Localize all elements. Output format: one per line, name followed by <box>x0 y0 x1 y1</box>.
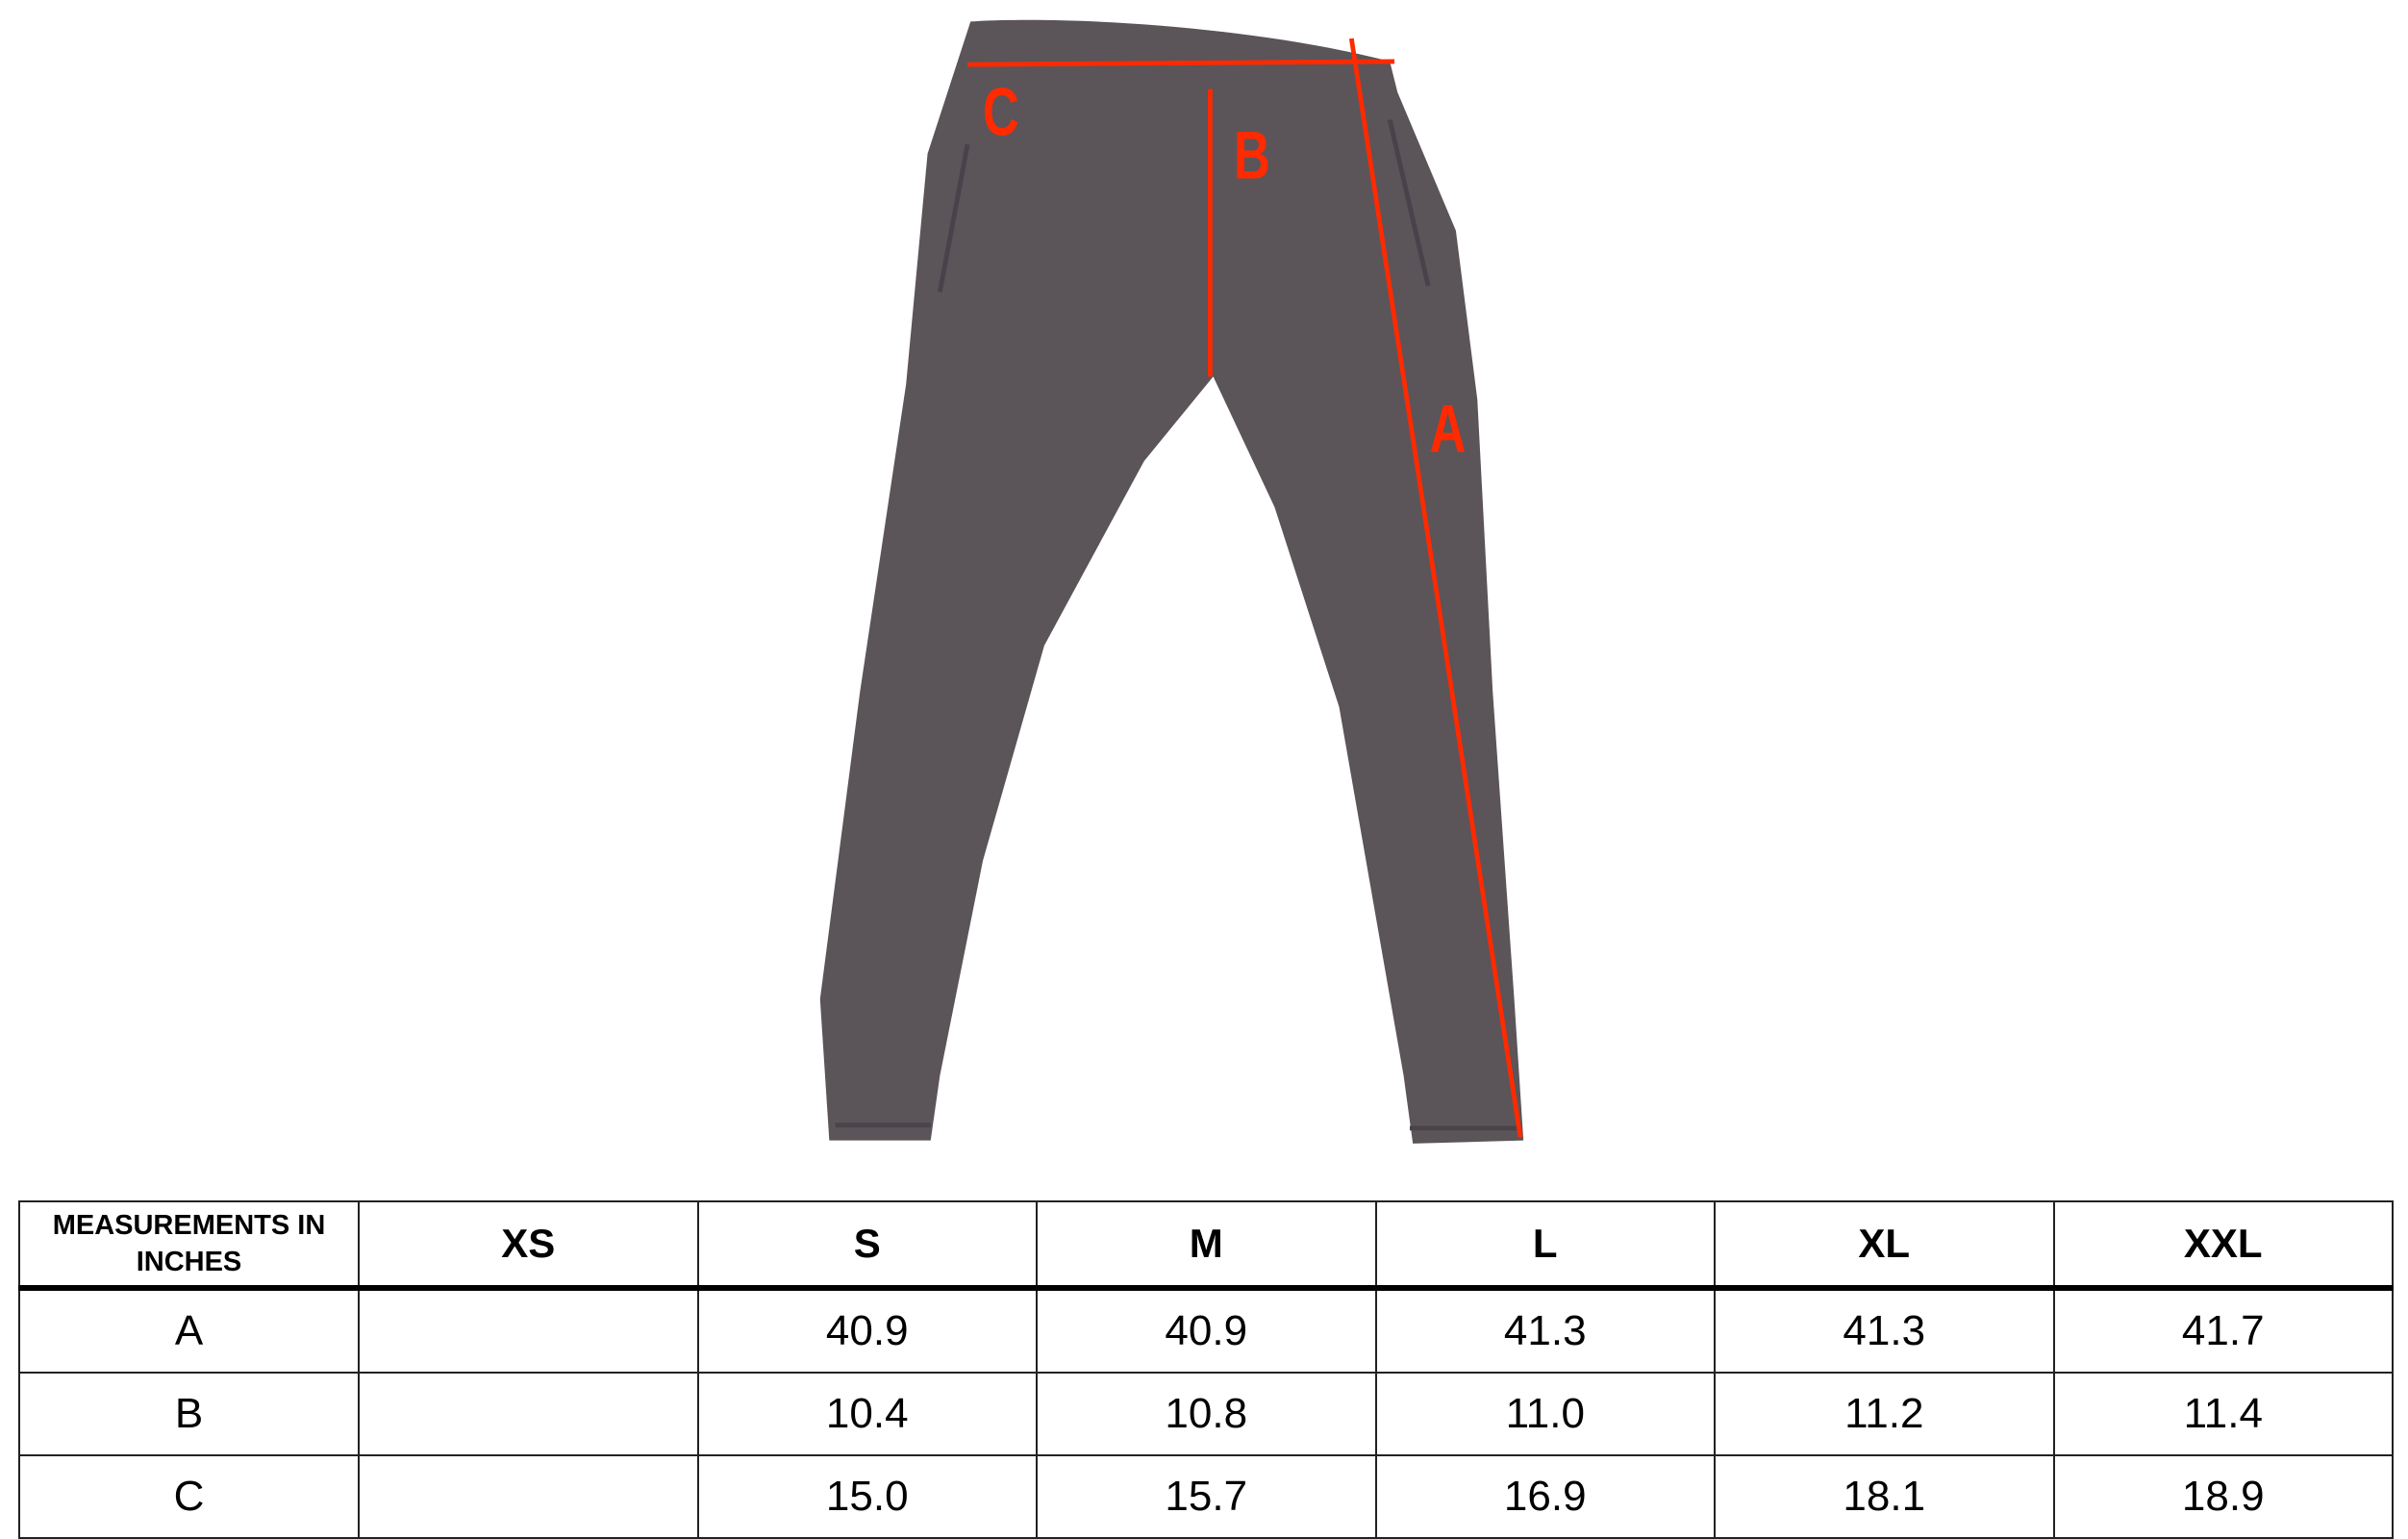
measure-line-c <box>967 59 1395 67</box>
cell: 41.3 <box>1374 1287 1716 1374</box>
cell: 16.9 <box>1374 1454 1716 1539</box>
measure-label-a: A <box>1429 392 1466 467</box>
cell: 41.7 <box>2052 1287 2394 1374</box>
row-label: C <box>18 1454 360 1539</box>
header-m: M <box>1036 1200 1377 1291</box>
table-header-row: MEASUREMENTS IN INCHES XS S M L XL XXL <box>18 1200 2394 1291</box>
measure-label-c: C <box>983 75 1019 150</box>
cell: 40.9 <box>696 1287 1038 1374</box>
sweatpants-diagram: C B A <box>819 19 1524 1144</box>
cell: 18.1 <box>1714 1454 2055 1539</box>
header-xs: XS <box>358 1200 699 1291</box>
row-label: A <box>18 1287 360 1374</box>
cell: 10.4 <box>696 1372 1038 1456</box>
sweatpants-image <box>819 19 1524 1144</box>
cell: 15.0 <box>696 1454 1038 1539</box>
cell: 18.9 <box>2052 1454 2394 1539</box>
measure-line-a <box>1348 38 1523 1138</box>
cell <box>358 1454 699 1539</box>
cell: 41.3 <box>1714 1287 2055 1374</box>
header-s: S <box>696 1200 1038 1291</box>
cell: 40.9 <box>1036 1287 1377 1374</box>
table-row: A 40.9 40.9 41.3 41.3 41.7 <box>18 1287 2394 1374</box>
cell: 11.4 <box>2052 1372 2394 1456</box>
cell: 10.8 <box>1036 1372 1377 1456</box>
row-label: B <box>18 1372 360 1456</box>
cell <box>358 1372 699 1456</box>
header-xxl: XXL <box>2052 1200 2394 1291</box>
measure-label-b: B <box>1234 118 1270 193</box>
cell: 11.2 <box>1714 1372 2055 1456</box>
cell: 15.7 <box>1036 1454 1377 1539</box>
header-xl: XL <box>1714 1200 2055 1291</box>
header-l: L <box>1374 1200 1716 1291</box>
cell <box>358 1287 699 1374</box>
table-row: C 15.0 15.7 16.9 18.1 18.9 <box>18 1454 2394 1539</box>
cell: 11.0 <box>1374 1372 1716 1456</box>
table-row: B 10.4 10.8 11.0 11.2 11.4 <box>18 1372 2394 1456</box>
header-measurements: MEASUREMENTS IN INCHES <box>18 1200 360 1291</box>
size-chart-table: MEASUREMENTS IN INCHES XS S M L XL XXL A… <box>18 1200 2394 1539</box>
